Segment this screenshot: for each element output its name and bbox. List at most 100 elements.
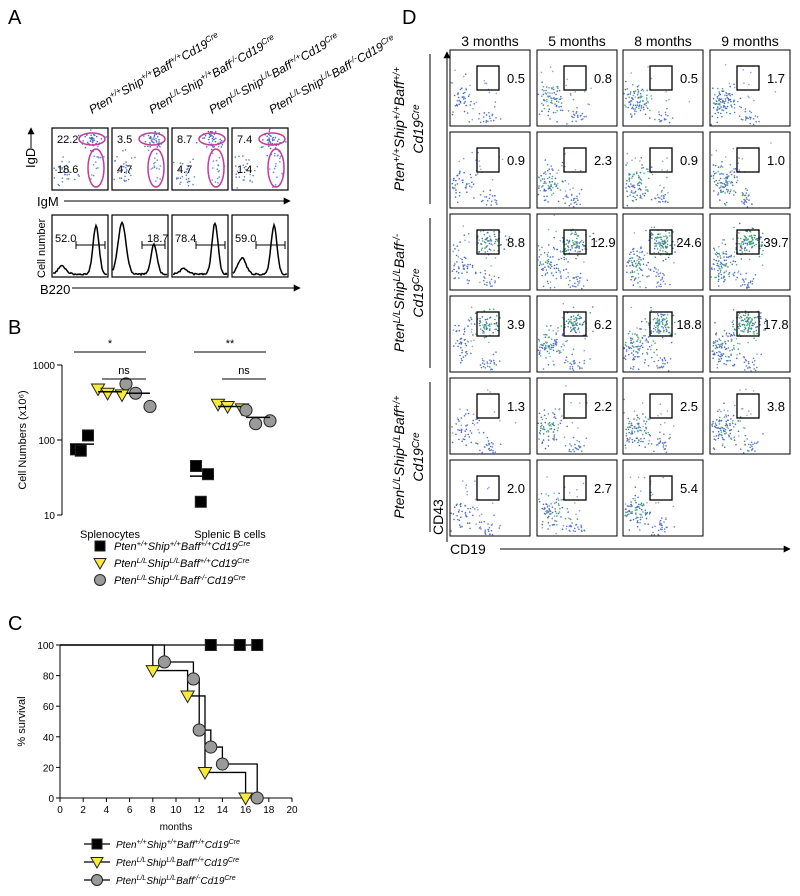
event-dot [734,256,736,258]
event-dot [738,348,740,350]
event-dot [742,244,744,246]
event-dot [661,191,663,193]
event-dot [560,250,562,252]
event-dot [454,70,456,72]
event-dot [561,258,563,260]
allele: L/L [392,268,403,282]
event-dot [489,92,491,94]
event-dot [562,507,564,509]
event-dot [458,266,460,268]
event-dot [486,204,488,206]
event-dot [724,276,726,278]
event-dot [97,167,99,169]
event-dot [635,108,637,110]
event-dot [218,171,220,173]
event-dot [550,267,552,269]
event-dot [463,333,465,335]
y-tick-label: 10 [44,511,56,522]
event-dot [655,243,657,245]
event-dot [636,334,638,336]
event-dot [750,370,752,372]
event-dot [548,495,550,497]
event-dot [641,167,643,169]
event-dot [645,189,647,191]
event-dot [674,251,676,253]
event-dot [723,253,725,255]
event-dot [567,340,569,342]
event-dot [714,438,716,440]
event-dot [461,429,463,431]
event-dot [590,312,592,314]
event-dot [565,85,567,87]
event-dot [219,139,221,141]
event-dot [574,283,576,285]
event-dot [458,104,460,106]
event-dot [544,100,546,102]
event-dot [581,531,583,533]
legend-entry: PtenL/LShipL/LBaff+/+Cd19Cre [114,556,249,570]
event-dot [579,280,581,282]
event-dot [717,256,719,258]
event-dot [572,422,574,424]
event-dot [566,277,568,279]
y-axis-label: % survival [16,696,28,746]
event-dot [462,480,464,482]
event-dot [466,345,468,347]
event-dot [558,493,560,495]
event-dot [732,326,734,328]
event-dot [642,402,644,404]
event-dot [659,185,661,187]
event-dot [468,413,470,415]
event-dot [459,171,461,173]
event-dot [674,244,676,246]
event-dot [748,282,750,284]
event-dot [467,522,469,524]
event-dot [488,443,490,445]
event-dot [467,264,469,266]
event-dot [483,332,485,334]
event-dot [272,140,274,142]
event-dot [740,107,742,109]
event-dot [747,367,749,369]
event-dot [484,277,486,279]
event-dot [673,262,675,264]
event-dot [629,426,631,428]
event-dot [720,353,722,355]
event-dot [556,339,558,341]
event-dot [665,259,667,261]
event-dot [633,418,635,420]
event-dot [725,185,727,187]
event-dot [642,516,644,518]
event-dot [569,189,571,191]
event-dot [567,326,569,328]
event-dot [756,330,758,332]
event-dot [557,110,559,112]
event-dot [148,135,150,137]
event-dot [573,361,575,363]
event-dot [724,433,726,435]
event-dot [627,514,629,516]
event-dot [631,513,633,515]
event-dot [266,155,268,157]
event-dot [635,105,637,107]
event-dot [485,239,487,241]
event-dot [735,192,737,194]
event-dot [261,147,263,149]
event-dot [665,235,667,237]
event-dot [744,326,746,328]
event-dot [551,347,553,349]
event-dot [716,332,718,334]
event-dot [657,321,659,323]
event-dot [481,522,483,524]
event-dot [713,98,715,100]
event-dot [539,346,541,348]
event-dot [479,318,481,320]
event-dot [579,323,581,325]
event-dot [589,358,591,360]
gate-value: 0.8 [594,71,612,86]
event-dot [552,87,554,89]
event-dot [95,161,97,163]
event-dot [717,88,719,90]
event-dot [660,357,662,359]
event-dot [636,255,638,257]
